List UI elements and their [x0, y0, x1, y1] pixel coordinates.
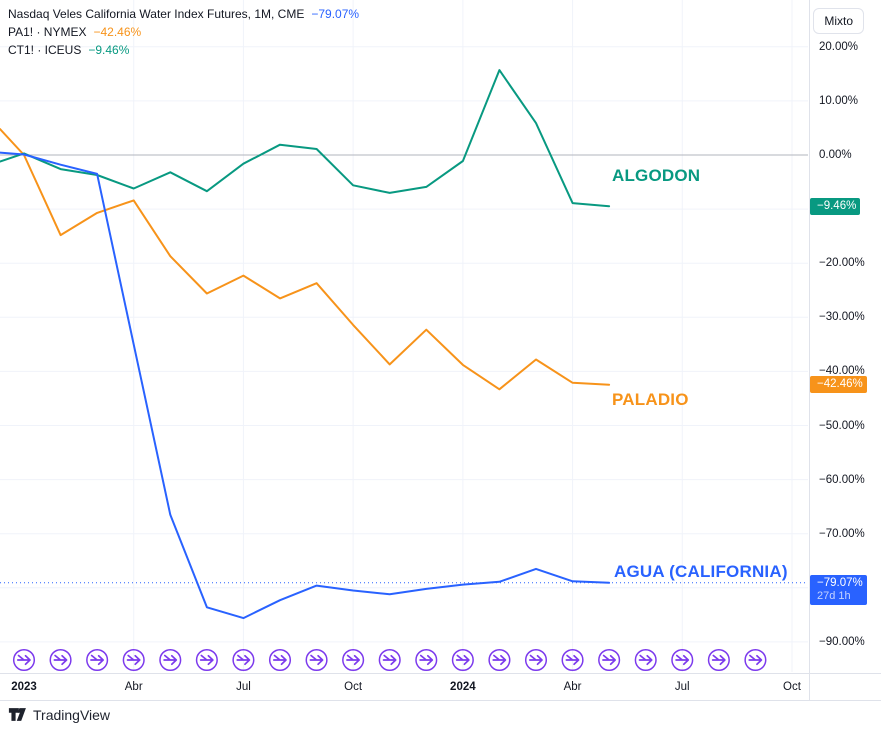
series-name-label: AGUA (CALIFORNIA): [614, 562, 788, 581]
price-axis-label: −40.00%: [819, 365, 865, 378]
contract-rollover-icon[interactable]: [707, 648, 730, 672]
contract-rollover-icon[interactable]: [488, 648, 511, 672]
time-axis-label: Jul: [674, 681, 690, 693]
time-axis-label: Jul: [236, 681, 251, 693]
tradingview-brand-text: TradingView: [33, 706, 111, 723]
scale-mode-button[interactable]: Mixto: [813, 8, 864, 34]
contract-rollover-icon[interactable]: [415, 648, 438, 672]
contract-rollover-icon[interactable]: [49, 648, 72, 672]
time-axis-label: Oct: [783, 681, 801, 693]
contract-rollover-icon[interactable]: [86, 648, 109, 672]
contract-rollover-icon[interactable]: [342, 648, 365, 672]
price-axis-label: −70.00%: [819, 527, 865, 540]
series-line-agua[interactable]: [0, 151, 611, 620]
price-axis-label: −90.00%: [819, 635, 865, 648]
price-axis-label: 10.00%: [819, 94, 859, 107]
series-line-algodon[interactable]: [0, 69, 611, 208]
price-axis-label: −60.00%: [819, 473, 865, 486]
time-axis[interactable]: 2023 Abr Jul Oct 2024 Abr Jul Oct: [0, 673, 881, 701]
contract-countdown: 27d 1h: [817, 590, 851, 603]
series-name-label: ALGODON: [612, 166, 701, 185]
price-axis[interactable]: 20.00% 10.00% 0.00% −20.00% −30.00% −40.00% −5…: [809, 0, 881, 673]
contract-rollover-icon[interactable]: [122, 648, 145, 672]
price-badge: −9.46%: [810, 197, 861, 215]
contract-rollover-icon[interactable]: [598, 648, 621, 672]
legend-item-main-symbol[interactable]: Nasdaq Veles California Water Index Futu…: [8, 5, 359, 23]
legend-item-ct1[interactable]: CT1! · ICEUS −9.46%: [8, 41, 359, 59]
contract-rollover-icon[interactable]: [744, 648, 767, 672]
legend-symbol-title-ct1: CT1! · ICEUS: [8, 43, 82, 57]
legend-symbol-title-pa1: PA1! · NYMEX: [8, 25, 87, 39]
legend: Nasdaq Veles California Water Index Futu…: [8, 5, 359, 59]
contract-rollover-icon[interactable]: [561, 648, 584, 672]
legend-symbol-title: Nasdaq Veles California Water Index Futu…: [8, 7, 305, 21]
time-axis-label: Oct: [344, 681, 363, 693]
price-badge: −79.07% 27d 1h: [810, 575, 867, 606]
contract-rollover-icon[interactable]: [305, 648, 328, 672]
series-line-paladio[interactable]: [0, 128, 611, 391]
contract-rollover-icon[interactable]: [268, 648, 292, 672]
tradingview-logo-icon: [8, 708, 26, 721]
price-badge: −42.46%: [810, 376, 867, 394]
legend-item-pa1[interactable]: PA1! · NYMEX −42.46%: [8, 23, 359, 41]
contract-rollover-icon[interactable]: [378, 648, 401, 672]
price-axis-label: −20.00%: [819, 257, 865, 270]
legend-change-value-pa1: −42.46%: [93, 25, 142, 39]
contract-rollover-icon[interactable]: [232, 648, 255, 672]
price-axis-label: −30.00%: [819, 311, 865, 324]
series-name-label: PALADIO: [612, 390, 689, 409]
contract-rollover-icon[interactable]: [671, 648, 694, 672]
contract-rollover-icon[interactable]: [451, 648, 474, 672]
contract-rollover-icon[interactable]: [524, 648, 548, 672]
plot-canvas[interactable]: [0, 0, 810, 673]
price-axis-label: −50.00%: [819, 419, 865, 432]
time-axis-label: Abr: [563, 681, 582, 693]
time-axis-label: 2023: [11, 681, 37, 693]
tradingview-attribution[interactable]: TradingView: [8, 706, 110, 723]
legend-change-value-ct1: −9.46%: [88, 43, 130, 57]
contract-rollover-icon[interactable]: [159, 648, 182, 672]
price-axis-label: 0.00%: [819, 149, 852, 161]
time-axis-label: 2024: [450, 681, 476, 693]
contract-rollover-icon[interactable]: [195, 648, 218, 672]
price-axis-label: 20.00%: [819, 40, 859, 53]
axis-corner-divider: [809, 674, 810, 701]
contract-rollover-icon[interactable]: [634, 648, 657, 672]
legend-change-value-main: −79.07%: [311, 7, 360, 21]
time-axis-label: Abr: [124, 681, 143, 693]
contract-rollover-icon[interactable]: [12, 648, 36, 672]
